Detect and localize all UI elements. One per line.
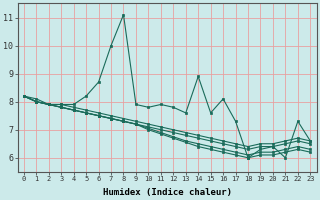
X-axis label: Humidex (Indice chaleur): Humidex (Indice chaleur): [103, 188, 232, 197]
